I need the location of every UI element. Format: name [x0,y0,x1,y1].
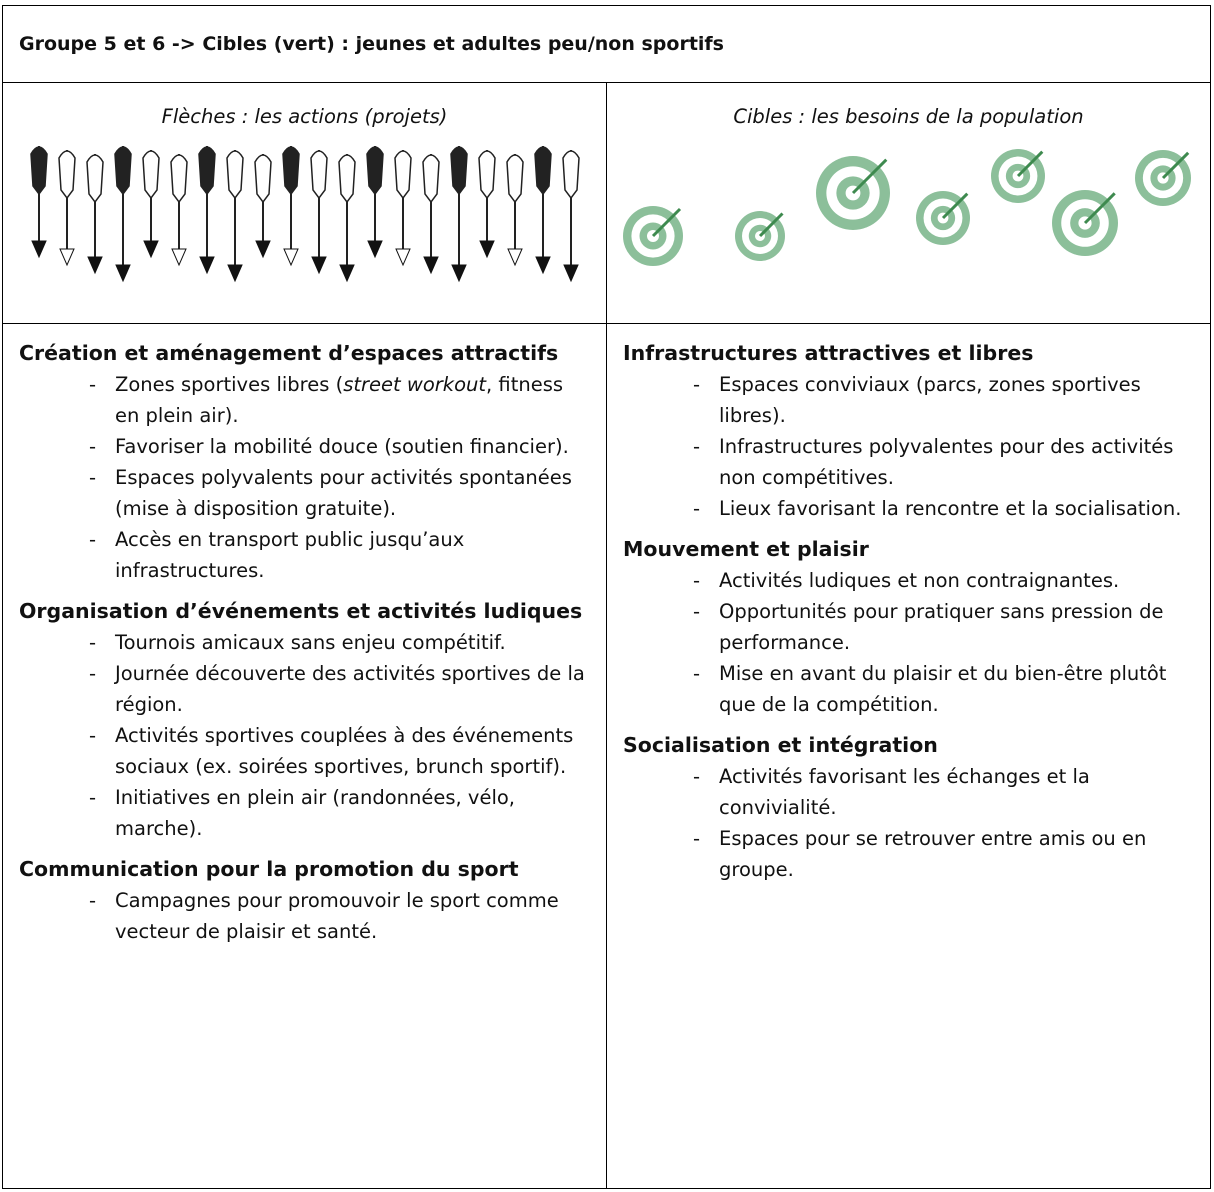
decoration [169,154,188,204]
decoration [758,212,784,238]
decoration [254,240,271,259]
section-heading: Mouvement et plaisir [623,537,869,561]
decoration [225,150,244,200]
list-item: Accès en transport public jusqu’aux infr… [89,524,590,586]
actions-cell: Création et aménagement d’espaces attrac… [2,323,607,1189]
arrows-illustration [29,146,580,283]
list-item: Infrastructures polyvalentes pour des ac… [693,431,1194,493]
list-item: Journée découverte des activités sportiv… [89,658,590,720]
decoration [282,248,299,267]
list-item: Espaces pour se retrouver entre amis ou … [693,823,1194,885]
document-table: Groupe 5 et 6 -> Cibles (vert) : jeunes … [2,5,1211,1189]
decoration [505,154,524,204]
arrows-cell: Flèches : les actions (projets) [2,82,607,324]
decoration [534,256,551,275]
list-item: Activités ludiques et non contraignantes… [693,565,1194,596]
bullet-list: Tournois amicaux sans enjeu compétitif.J… [19,627,590,844]
decoration [1083,192,1116,225]
decoration [851,158,888,195]
decoration [477,150,496,200]
list-item: Mise en avant du plaisir et du bien-être… [693,658,1194,720]
list-item: Activités favorisant les échanges et la … [693,761,1194,823]
decoration [198,256,215,275]
decoration [226,264,243,283]
decoration [309,150,328,200]
decoration [506,248,523,267]
targets-illustration [623,149,1191,266]
decoration [30,240,47,259]
decoration [562,264,579,283]
decoration [366,240,383,259]
section-heading: Communication pour la promotion du sport [19,857,519,881]
decoration [1161,151,1190,180]
decoration [941,192,969,220]
decoration [141,150,160,200]
decoration [533,146,552,196]
decoration [651,207,682,238]
decoration [58,248,75,267]
decoration [393,150,412,200]
decoration [281,146,300,196]
decoration [561,150,580,200]
list-item: Opportunités pour pratiquer sans pressio… [693,596,1194,658]
list-item: Activités sportives couplées à des événe… [89,720,590,782]
list-item: Lieux favorisant la rencontre et la soci… [693,493,1194,524]
list-item: Espaces polyvalents pour activités spont… [89,462,590,524]
caption: Cibles : les besoins de la population [733,105,1084,128]
decoration [422,256,439,275]
decoration [478,240,495,259]
bullet-list: Activités favorisant les échanges et la … [623,761,1194,885]
decoration [253,154,272,204]
section-heading: Création et aménagement d’espaces attrac… [19,341,559,365]
section-heading: Infrastructures attractives et libres [623,341,1034,365]
decoration [86,256,103,275]
decoration [337,154,356,204]
decoration [29,146,48,196]
decoration [365,146,384,196]
decoration [142,240,159,259]
decoration [338,264,355,283]
decoration [1016,150,1044,178]
decoration [421,154,440,204]
decoration [394,248,411,267]
decoration [449,146,468,196]
bullet-list: Espaces conviviaux (parcs, zones sportiv… [623,369,1194,524]
caption: Flèches : les actions (projets) [161,105,448,128]
decoration [170,248,187,267]
list-item: Campagnes pour promouvoir le sport comme… [89,885,590,947]
decoration [85,154,104,204]
list-item: Favoriser la mobilité douce (soutien fin… [89,431,590,462]
decoration [310,256,327,275]
needs-cell: Infrastructures attractives et libres Esp… [606,323,1211,1189]
bullet-list: Activités ludiques et non contraignantes… [623,565,1194,720]
decoration [197,146,216,196]
list-item: Zones sportives libres (street workout, … [89,369,590,431]
targets-cell: Cibles : les besoins de la population [606,82,1211,324]
decoration [57,150,76,200]
table-title: Groupe 5 et 6 -> Cibles (vert) : jeunes … [2,5,1211,83]
bullet-list: Campagnes pour promouvoir le sport comme… [19,885,590,947]
bullet-list: Zones sportives libres (street workout, … [19,369,590,586]
section-heading: Socialisation et intégration [623,733,938,757]
text-part: Zones sportives libres ( [115,373,344,396]
list-item: Espaces conviviaux (parcs, zones sportiv… [693,369,1194,431]
list-item: Initiatives en plein air (randonnées, vé… [89,782,590,844]
list-item: Tournois amicaux sans enjeu compétitif. [89,627,590,658]
text-part: , fitness en plein air). [115,373,564,427]
decoration [113,146,132,196]
decoration [114,264,131,283]
decoration [450,264,467,283]
text-part: street workout [343,373,487,396]
section-heading: Organisation d’événements et activités l… [19,599,583,623]
